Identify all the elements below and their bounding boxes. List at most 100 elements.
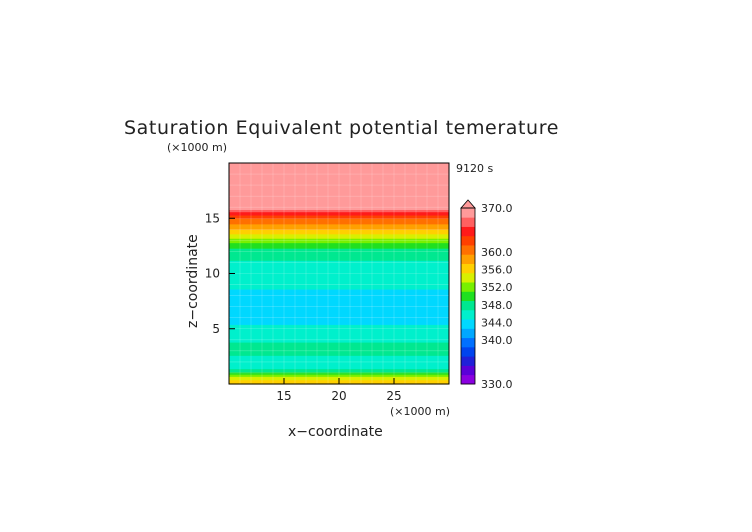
contour-band	[229, 286, 449, 289]
contour-band	[229, 246, 449, 249]
contour-band	[229, 295, 449, 298]
contour-band	[229, 288, 449, 291]
contour-band	[229, 195, 449, 197]
contour-band	[229, 259, 449, 261]
contour-band	[229, 279, 449, 281]
contour-band	[229, 282, 449, 285]
colorbar-swatch	[461, 365, 475, 376]
contour-band	[229, 367, 449, 370]
contour-band	[229, 170, 449, 173]
contour-band	[229, 280, 449, 282]
contour-band	[229, 368, 449, 371]
contour-band	[229, 256, 449, 259]
contour-band	[229, 376, 449, 378]
contour-band	[229, 208, 449, 211]
contour-band	[229, 372, 449, 375]
contour-band	[229, 228, 449, 230]
colorbar-extend-arrow	[460, 199, 476, 209]
contour-band	[229, 232, 449, 235]
contour-band	[229, 198, 449, 201]
colorbar-swatch	[461, 319, 475, 329]
contour-band	[229, 314, 449, 317]
contour-band	[229, 249, 449, 251]
colorbar-swatch	[461, 337, 475, 348]
contour-band	[229, 167, 449, 170]
contour-band	[229, 191, 449, 194]
contour-band	[229, 192, 449, 195]
contour-band	[229, 322, 449, 324]
y-axis-ticks: 5 10 15	[205, 211, 235, 336]
contour-band	[229, 181, 449, 184]
contour-band	[229, 177, 449, 180]
colorbar-tick-label: 344.0	[481, 316, 513, 329]
contour-band	[229, 344, 449, 346]
contour-band	[229, 239, 449, 241]
x-tick-label: 20	[331, 389, 346, 403]
y-tick-label: 10	[205, 267, 220, 281]
contour-band	[229, 348, 449, 351]
colorbar-tick-label: 356.0	[481, 264, 513, 277]
contour-band	[229, 163, 449, 165]
contour-band	[229, 193, 449, 196]
x-axis-label: x−coordinate	[288, 424, 383, 440]
contour-band	[229, 206, 449, 208]
contour-band	[229, 284, 449, 287]
contour-band	[229, 273, 449, 276]
x-axis-ticks: 15 20 25	[276, 378, 402, 403]
contour-band	[229, 216, 449, 218]
contour-band	[229, 332, 449, 334]
colorbar-tick-label: 330.0	[481, 378, 513, 391]
contour-band	[229, 359, 449, 362]
contour-band	[229, 234, 449, 237]
contour-band	[229, 262, 449, 265]
contour-band	[229, 369, 449, 372]
contour-band	[229, 325, 449, 328]
contour-band	[229, 255, 449, 258]
contour-band	[229, 231, 449, 234]
y-axis-label: z−coordinate	[185, 234, 201, 328]
contour-band	[229, 345, 449, 348]
contour-band	[229, 225, 449, 228]
contour-band	[229, 172, 449, 175]
contour-band	[229, 199, 449, 202]
contour-band	[229, 168, 449, 171]
contour-band	[229, 221, 449, 224]
contour-band	[229, 271, 449, 273]
contour-band	[229, 333, 449, 335]
contour-band	[229, 339, 449, 342]
contour-band	[229, 324, 449, 327]
contour-band	[229, 175, 449, 177]
contour-band	[229, 312, 449, 314]
contour-band	[229, 306, 449, 309]
contour-band	[229, 213, 449, 216]
contour-band	[229, 180, 449, 183]
contour-band	[229, 349, 449, 352]
colorbar-swatch	[461, 217, 475, 227]
contour-band	[229, 219, 449, 222]
colorbar-swatch	[461, 346, 475, 357]
contour-band	[229, 178, 449, 181]
contour-band	[229, 212, 449, 215]
colorbar-swatch	[461, 235, 475, 246]
colorbar-tick-label: 370.0	[481, 202, 513, 215]
contour-band	[229, 267, 449, 270]
contour-band	[229, 298, 449, 301]
contour-band	[229, 329, 449, 332]
contour-band	[229, 281, 449, 283]
colorbar-ticks: 370.0 360.0 356.0 352.0 348.0 344.0 340.0 330.0	[481, 202, 513, 391]
colorbar-swatch	[461, 328, 475, 339]
contour-band	[229, 343, 449, 345]
y-tick-label: 5	[212, 322, 220, 336]
contour-band	[229, 243, 449, 246]
contour-band	[229, 357, 449, 360]
contour-band	[229, 361, 449, 364]
colorbar-swatch	[461, 309, 475, 320]
contour-band	[229, 217, 449, 219]
contour-band	[229, 319, 449, 322]
contour-band	[229, 350, 449, 353]
contour-band	[229, 317, 449, 320]
contour-band	[229, 375, 449, 377]
contour-band	[229, 347, 449, 350]
colorbar-swatch	[461, 245, 475, 255]
contour-band	[229, 176, 449, 178]
